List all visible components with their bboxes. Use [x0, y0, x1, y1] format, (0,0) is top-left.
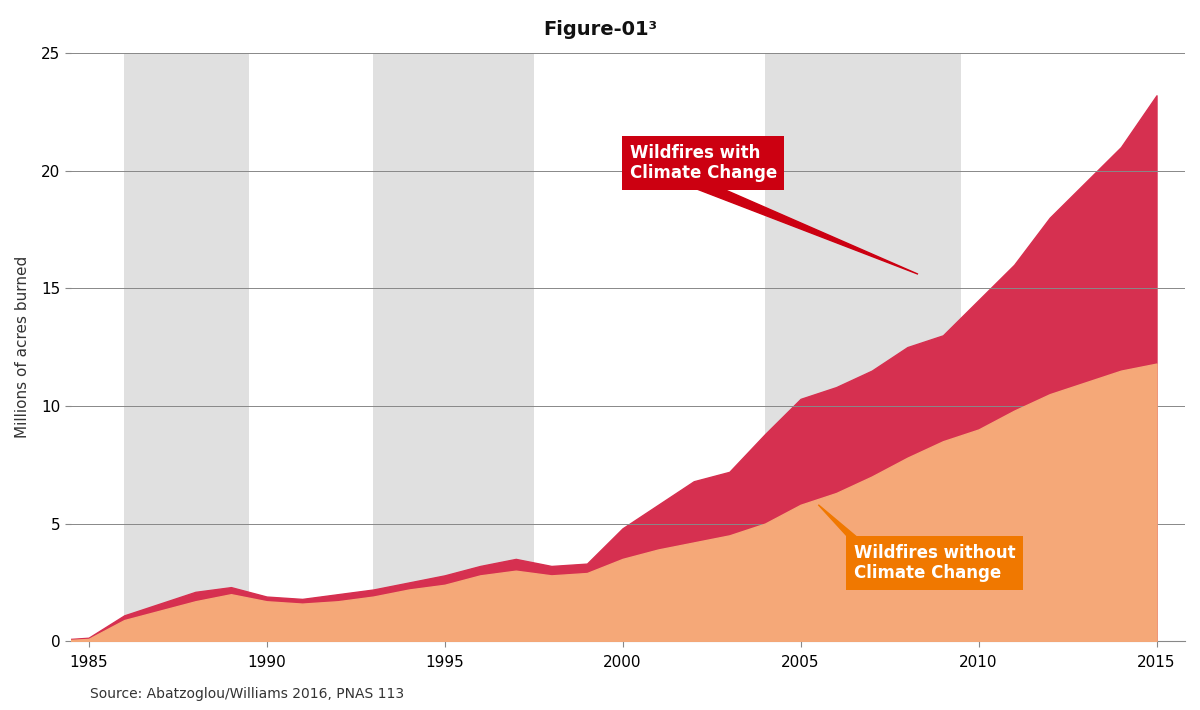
Polygon shape — [818, 505, 911, 582]
Y-axis label: Millions of acres burned: Millions of acres burned — [14, 256, 30, 438]
Text: Wildfires without
Climate Change: Wildfires without Climate Change — [821, 506, 1015, 582]
Polygon shape — [679, 182, 918, 274]
Text: Wildfires with
Climate Change: Wildfires with Climate Change — [630, 143, 918, 271]
Text: Figure-01³: Figure-01³ — [542, 20, 658, 39]
Text: Source: Abatzoglou/Williams 2016, PNAS 113: Source: Abatzoglou/Williams 2016, PNAS 1… — [90, 687, 404, 701]
Bar — [373, 53, 534, 641]
Bar — [124, 53, 248, 641]
Bar — [764, 53, 961, 641]
